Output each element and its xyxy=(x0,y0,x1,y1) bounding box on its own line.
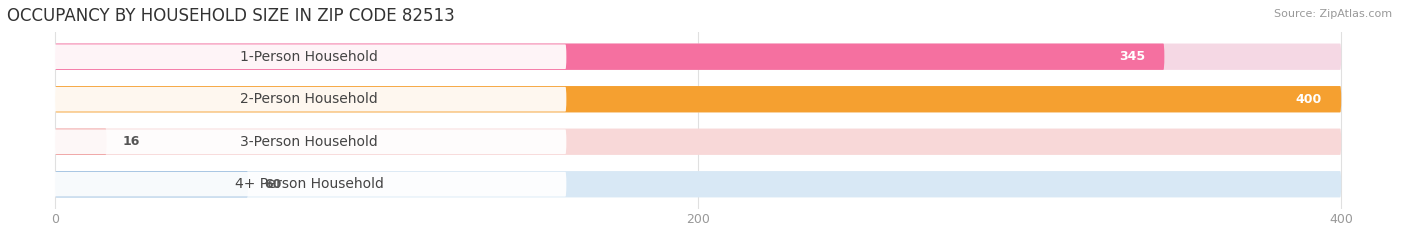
Text: 345: 345 xyxy=(1119,50,1144,63)
Text: 400: 400 xyxy=(1296,93,1322,106)
FancyBboxPatch shape xyxy=(55,171,1341,197)
FancyBboxPatch shape xyxy=(55,129,1341,155)
FancyBboxPatch shape xyxy=(55,86,1341,112)
Text: 60: 60 xyxy=(264,178,281,191)
Text: 3-Person Household: 3-Person Household xyxy=(240,135,378,149)
FancyBboxPatch shape xyxy=(55,171,247,197)
FancyBboxPatch shape xyxy=(55,44,1341,70)
FancyBboxPatch shape xyxy=(52,172,567,197)
FancyBboxPatch shape xyxy=(55,129,107,155)
FancyBboxPatch shape xyxy=(55,86,1341,112)
Text: 1-Person Household: 1-Person Household xyxy=(240,50,378,64)
Text: 16: 16 xyxy=(122,135,141,148)
FancyBboxPatch shape xyxy=(52,87,567,112)
Text: Source: ZipAtlas.com: Source: ZipAtlas.com xyxy=(1274,9,1392,19)
Text: OCCUPANCY BY HOUSEHOLD SIZE IN ZIP CODE 82513: OCCUPANCY BY HOUSEHOLD SIZE IN ZIP CODE … xyxy=(7,7,454,25)
Text: 2-Person Household: 2-Person Household xyxy=(240,92,378,106)
Text: 4+ Person Household: 4+ Person Household xyxy=(235,177,384,191)
FancyBboxPatch shape xyxy=(52,129,567,154)
FancyBboxPatch shape xyxy=(52,44,567,69)
FancyBboxPatch shape xyxy=(55,44,1164,70)
